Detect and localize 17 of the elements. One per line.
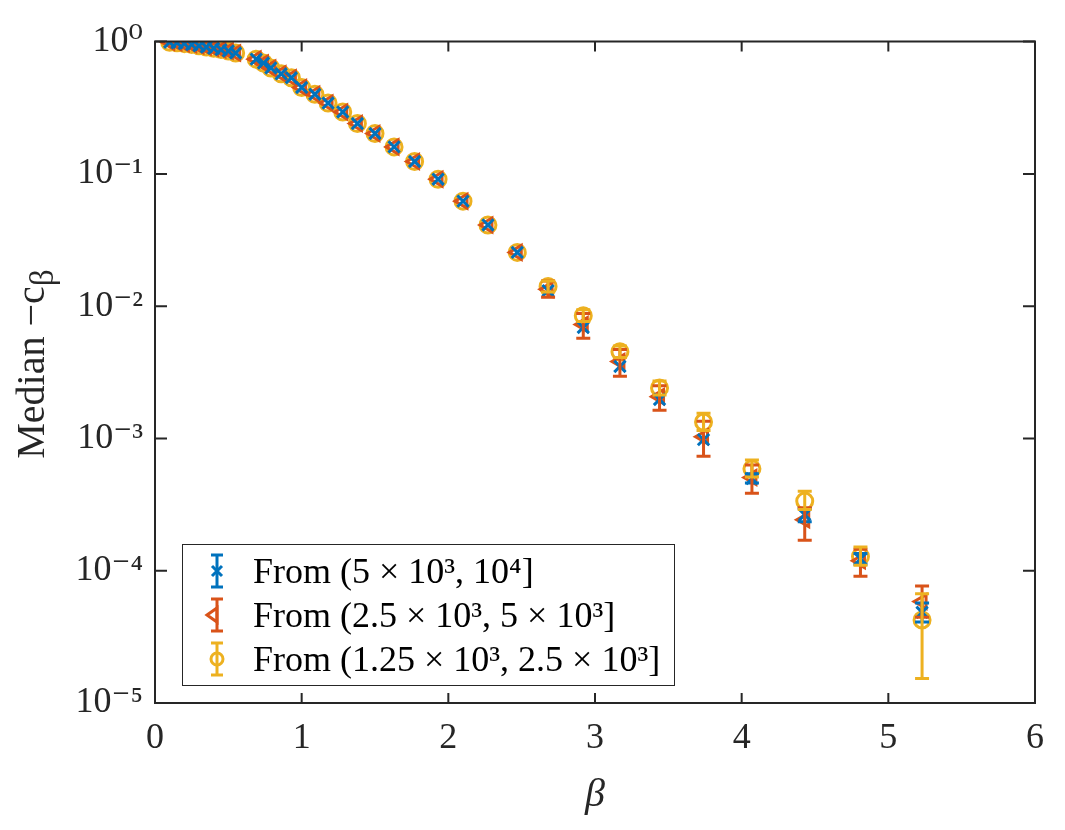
legend-label: From (2.5 × 10³, 5 × 10³]: [253, 594, 616, 636]
y-tick-label: 10⁻⁵: [75, 680, 143, 721]
y-tick-label: 10⁻³: [77, 415, 144, 456]
x-tick-label: 4: [732, 716, 751, 757]
x-tick-label: 2: [439, 716, 458, 757]
legend-label: From (1.25 × 10³, 2.5 × 10³]: [253, 638, 661, 680]
x-tick-label: 1: [292, 716, 311, 757]
y-tick-label: 10⁻²: [77, 283, 143, 324]
legend-label: From (5 × 10³, 10⁴]: [253, 550, 534, 592]
x-axis-title: β: [584, 769, 606, 815]
y-tick-label: 10⁻⁴: [75, 548, 143, 589]
x-tick-label: 0: [146, 716, 164, 757]
x-tick-label: 3: [586, 716, 604, 757]
y-tick-label: 10⁰: [92, 19, 143, 60]
x-tick-label: 6: [1026, 716, 1044, 757]
y-tick-label: 10⁻¹: [77, 151, 143, 192]
x-tick-label: 5: [879, 716, 898, 757]
